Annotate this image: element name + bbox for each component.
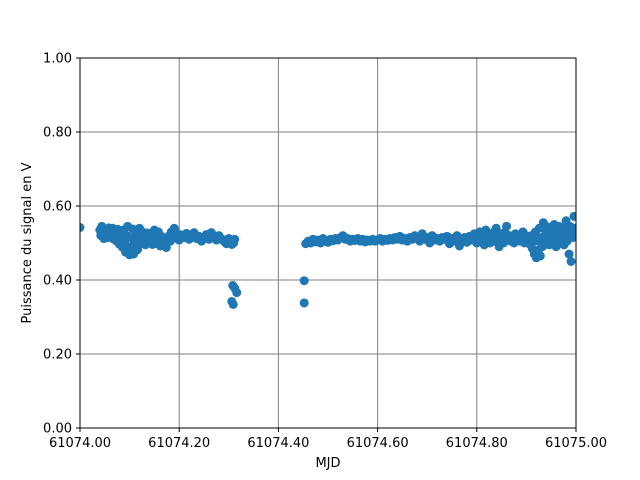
x-axis-label: MJD [315, 456, 340, 471]
data-point [569, 211, 576, 221]
data-point [566, 257, 576, 266]
plot-frame [79, 57, 577, 429]
y-tick-label: 0.00 [43, 422, 72, 437]
y-tick-label: 0.80 [43, 126, 72, 141]
x-axis-ticks: 61074.00 61074.20 61074.40 61074.60 61074.80… [49, 428, 607, 451]
data-point [535, 251, 545, 261]
data-point [299, 276, 309, 286]
y-tick-label: 0.60 [43, 200, 72, 215]
data-point [230, 234, 240, 244]
y-axis-label: Puissance du signal en V [20, 162, 35, 323]
data-point [502, 221, 512, 231]
x-tick-label: 61074.80 [446, 436, 508, 451]
y-axis-ticks: 0.00 0.20 0.40 0.60 0.80 1.00 [43, 52, 80, 437]
data-point [564, 249, 574, 259]
x-tick-label: 61074.40 [247, 436, 309, 451]
data-point [80, 222, 85, 232]
data-point [299, 298, 309, 308]
y-tick-label: 1.00 [43, 52, 72, 67]
data-point [228, 299, 238, 309]
y-tick-label: 0.40 [43, 274, 72, 289]
data-point [571, 229, 576, 239]
data-point [232, 288, 242, 298]
y-tick-label: 0.20 [43, 348, 72, 363]
x-tick-label: 61075.00 [545, 436, 607, 451]
data-points [80, 211, 576, 309]
x-tick-label: 61074.60 [347, 436, 409, 451]
x-tick-label: 61074.20 [148, 436, 210, 451]
x-tick-label: 61074.00 [49, 436, 111, 451]
